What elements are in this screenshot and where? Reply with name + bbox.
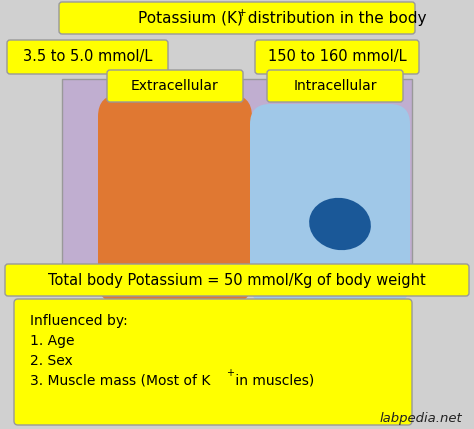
- FancyBboxPatch shape: [255, 40, 419, 74]
- Text: Total body Potassium = 50 mmol/Kg of body weight: Total body Potassium = 50 mmol/Kg of bod…: [48, 272, 426, 287]
- Text: ) distribution in the body: ) distribution in the body: [237, 10, 427, 25]
- Text: labpedia.net: labpedia.net: [379, 412, 462, 425]
- Text: +: +: [226, 368, 234, 378]
- FancyBboxPatch shape: [7, 40, 168, 74]
- FancyBboxPatch shape: [5, 264, 469, 296]
- Text: Influenced by:: Influenced by:: [30, 314, 128, 328]
- Text: in muscles): in muscles): [231, 374, 314, 388]
- FancyBboxPatch shape: [267, 70, 403, 102]
- Text: +: +: [238, 8, 246, 18]
- FancyBboxPatch shape: [250, 104, 410, 304]
- Polygon shape: [305, 71, 355, 91]
- Text: 3. Muscle mass (Most of K: 3. Muscle mass (Most of K: [30, 374, 210, 388]
- FancyBboxPatch shape: [59, 2, 415, 34]
- Ellipse shape: [309, 198, 371, 250]
- Polygon shape: [130, 71, 175, 91]
- Text: 150 to 160 mmol/L: 150 to 160 mmol/L: [268, 49, 406, 64]
- Text: 2. Sex: 2. Sex: [30, 354, 73, 368]
- Text: Intracellular: Intracellular: [293, 79, 377, 93]
- Text: Potassium (K: Potassium (K: [138, 10, 237, 25]
- FancyBboxPatch shape: [98, 94, 252, 303]
- Text: 1. Age: 1. Age: [30, 334, 74, 348]
- FancyBboxPatch shape: [62, 79, 412, 274]
- Text: 3.5 to 5.0 mmol/L: 3.5 to 5.0 mmol/L: [23, 49, 152, 64]
- FancyBboxPatch shape: [14, 299, 412, 425]
- Text: Extracellular: Extracellular: [131, 79, 219, 93]
- FancyBboxPatch shape: [107, 70, 243, 102]
